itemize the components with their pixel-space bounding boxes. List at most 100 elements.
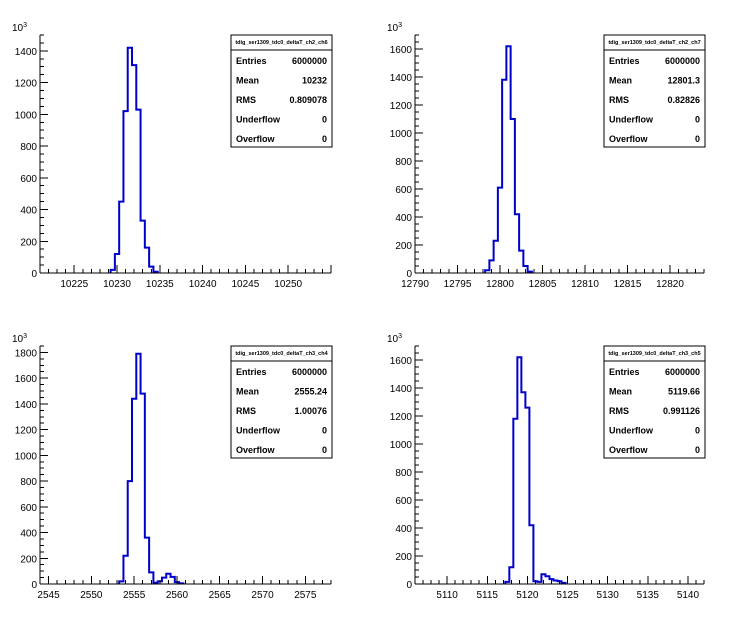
y-tick-label: 800 bbox=[395, 157, 412, 168]
histogram-bin bbox=[529, 525, 533, 584]
histogram-bin bbox=[136, 110, 140, 273]
histogram-bin bbox=[511, 119, 515, 273]
histogram-bin bbox=[128, 481, 132, 584]
x-tick-label: 2555 bbox=[123, 590, 146, 601]
histogram-bin bbox=[498, 188, 502, 273]
x-tick-label: 2575 bbox=[294, 590, 317, 601]
y-exponent-label: 103 bbox=[387, 333, 402, 345]
stats-box-frame bbox=[230, 34, 333, 148]
histogram-bin bbox=[502, 80, 506, 273]
stat-label: Underflow bbox=[609, 426, 654, 436]
y-exponent-power: 3 bbox=[398, 333, 402, 340]
histogram-bin bbox=[521, 392, 525, 584]
histogram-series bbox=[109, 46, 159, 273]
x-tick-label: 12795 bbox=[444, 279, 472, 290]
x-tick-label: 5115 bbox=[476, 590, 498, 601]
stats-box-frame bbox=[603, 34, 706, 148]
y-tick-label: 1000 bbox=[390, 129, 413, 140]
stat-label: Underflow bbox=[236, 115, 281, 125]
y-tick-label: 1600 bbox=[390, 45, 413, 56]
y-tick-label: 1400 bbox=[15, 400, 38, 411]
histogram-bin bbox=[171, 577, 175, 584]
y-tick-label: 200 bbox=[20, 237, 37, 248]
y-exponent-base: 10 bbox=[12, 23, 24, 34]
x-tick-label: 2545 bbox=[37, 590, 60, 601]
stat-label: Underflow bbox=[609, 115, 654, 125]
y-tick-label: 200 bbox=[20, 554, 37, 565]
x-tick-label: 10235 bbox=[146, 279, 174, 290]
y-tick-label: 600 bbox=[20, 174, 37, 185]
stat-label: Entries bbox=[236, 367, 267, 377]
x-tick-label: 10245 bbox=[232, 279, 260, 290]
stat-value: 0.991126 bbox=[663, 406, 700, 416]
x-tick-label: 12805 bbox=[529, 279, 557, 290]
stats-box: tdig_ser1309_tdc0_deltaT_ch2_ch7 Entries 6… bbox=[603, 34, 706, 148]
y-tick-label: 600 bbox=[395, 496, 412, 507]
histogram-bin bbox=[123, 111, 127, 273]
y-tick-label: 1000 bbox=[15, 451, 38, 462]
stat-label: Overflow bbox=[236, 445, 276, 455]
y-tick-label: 400 bbox=[395, 213, 412, 224]
histogram-bin bbox=[513, 419, 517, 584]
stat-value: 0 bbox=[695, 115, 700, 125]
y-tick-label: 0 bbox=[406, 269, 412, 280]
histogram-title: tdig_ser1309_tdc0_deltaT_ch2_ch7 bbox=[608, 40, 700, 46]
histogram-bin bbox=[123, 556, 127, 584]
stat-label: RMS bbox=[236, 95, 256, 105]
y-tick-label: 0 bbox=[31, 580, 37, 591]
x-tick-label: 10240 bbox=[189, 279, 217, 290]
x-tick-label: 12810 bbox=[571, 279, 599, 290]
histogram-bin bbox=[128, 48, 132, 273]
x-tick-label: 10225 bbox=[60, 279, 88, 290]
histogram-series bbox=[484, 45, 533, 273]
y-exponent-base: 10 bbox=[387, 334, 399, 345]
histogram-bin bbox=[494, 241, 498, 273]
y-tick-label: 1600 bbox=[390, 356, 413, 367]
stat-value: 2555.24 bbox=[294, 387, 327, 397]
stat-value: 0 bbox=[322, 445, 327, 455]
stat-value: 6000000 bbox=[292, 367, 327, 377]
y-tick-label: 400 bbox=[20, 529, 37, 540]
y-tick-label: 400 bbox=[20, 206, 37, 217]
stat-value: 0 bbox=[322, 134, 327, 144]
y-tick-label: 800 bbox=[20, 142, 37, 153]
stat-label: RMS bbox=[236, 406, 256, 416]
histogram-bin bbox=[145, 538, 149, 584]
stat-value: 0 bbox=[322, 115, 327, 125]
stat-value: 0 bbox=[695, 426, 700, 436]
histogram-bin bbox=[132, 65, 136, 273]
y-exponent-base: 10 bbox=[387, 23, 399, 34]
stat-value: 6000000 bbox=[665, 367, 700, 377]
stat-label: Entries bbox=[609, 367, 640, 377]
stat-value: 0.82826 bbox=[667, 95, 700, 105]
y-tick-label: 0 bbox=[31, 269, 37, 280]
y-tick-label: 1400 bbox=[15, 47, 38, 58]
stat-label: RMS bbox=[609, 406, 629, 416]
y-tick-label: 1200 bbox=[15, 79, 38, 90]
stat-value: 6000000 bbox=[665, 56, 700, 66]
x-tick-label: 12800 bbox=[486, 279, 514, 290]
histogram-bin bbox=[515, 214, 519, 273]
x-tick-label: 10230 bbox=[103, 279, 131, 290]
histogram-bin bbox=[141, 394, 145, 584]
y-tick-label: 1800 bbox=[15, 348, 38, 359]
histogram-panel-4: 5110 5115 5120 5125 5130 5135 5140 0 200 400 600 80… bbox=[387, 333, 706, 601]
x-tick-label: 5130 bbox=[597, 590, 620, 601]
y-exponent-power: 3 bbox=[398, 22, 402, 29]
histogram-bin bbox=[517, 357, 521, 584]
x-tick-label: 2565 bbox=[209, 590, 232, 601]
histogram-bin bbox=[145, 248, 149, 273]
stat-label: Entries bbox=[609, 56, 640, 66]
stat-label: Mean bbox=[609, 76, 632, 86]
y-tick-label: 400 bbox=[395, 524, 412, 535]
y-tick-label: 200 bbox=[395, 552, 412, 563]
x-tick-label: 2550 bbox=[80, 590, 103, 601]
stats-box: tdig_ser1309_tdc0_deltaT_ch3_ch4 Entries 6… bbox=[230, 345, 333, 459]
histogram-bin bbox=[553, 581, 557, 585]
stat-label: Overflow bbox=[236, 134, 276, 144]
y-tick-label: 1200 bbox=[390, 101, 413, 112]
y-exponent-power: 3 bbox=[23, 22, 27, 29]
stat-label: Entries bbox=[236, 56, 267, 66]
stat-value: 5119.66 bbox=[668, 387, 700, 397]
stat-value: 0 bbox=[322, 426, 327, 436]
